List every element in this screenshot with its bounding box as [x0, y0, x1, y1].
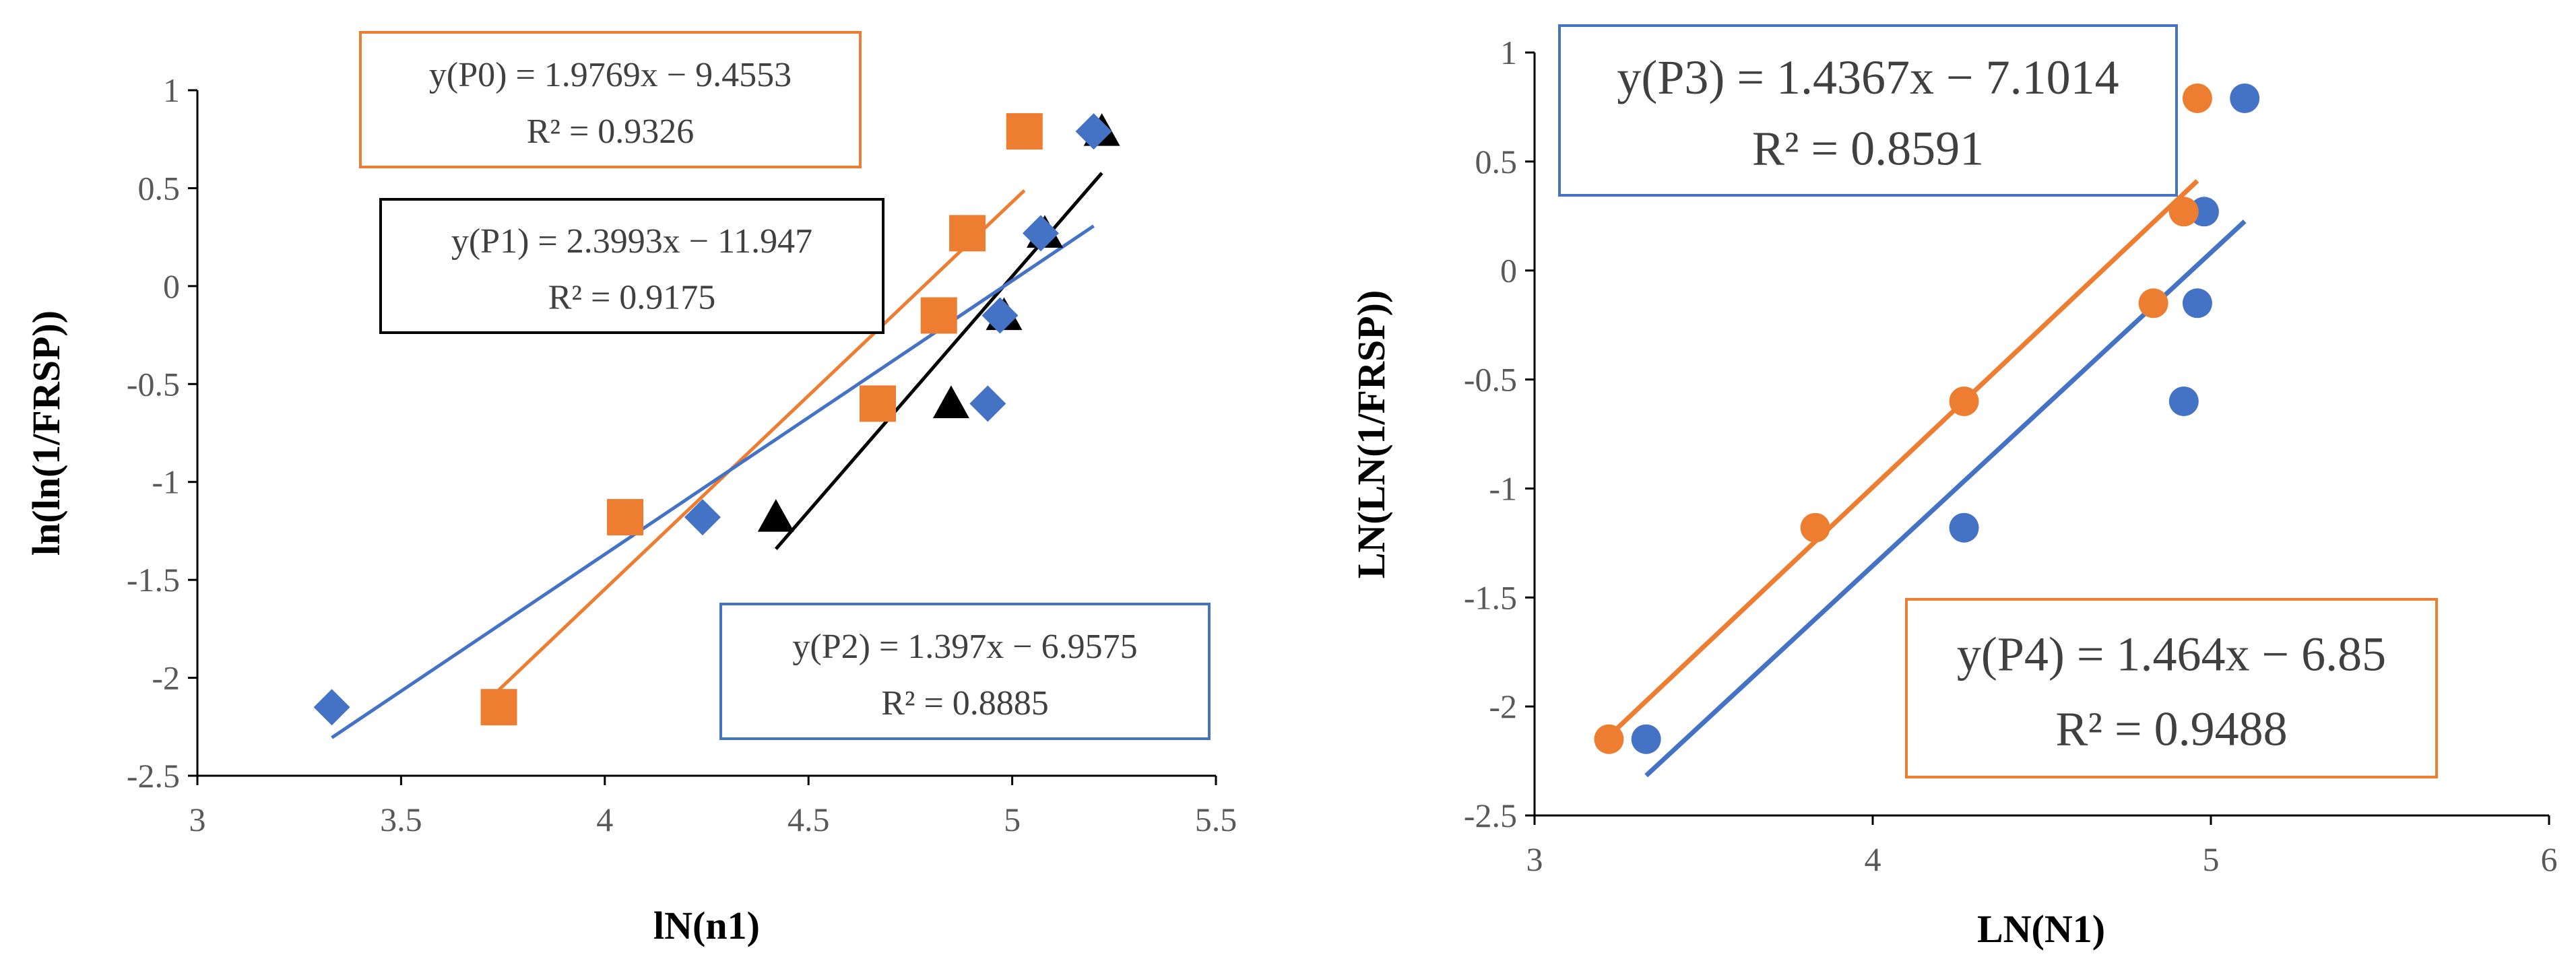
equation-p1: y(P1) = 2.3993x − 11.947	[451, 222, 812, 261]
equation-p4: y(P4) = 1.464x − 6.85	[1957, 628, 2386, 681]
data-point-p3	[2182, 288, 2212, 319]
x-tick-label: 5.5	[1195, 801, 1237, 838]
data-point-p0	[1006, 113, 1043, 150]
data-point-p1	[932, 385, 969, 418]
data-point-p3	[1631, 724, 1661, 754]
data-point-p4	[2182, 83, 2212, 113]
equation-box-p3	[1558, 24, 2178, 197]
y-tick-label: -2	[1489, 688, 1517, 725]
y-tick-label: -1.5	[127, 561, 180, 599]
r-squared-p3: R² = 0.8591	[1752, 122, 1984, 176]
data-point-p2	[1075, 113, 1112, 150]
data-point-p2	[969, 385, 1006, 422]
x-axis-title: LN(N1)	[1977, 907, 2105, 951]
equation-p3: y(P3) = 1.4367x − 7.1014	[1617, 51, 2119, 104]
r-squared-p2: R² = 0.8885	[881, 684, 1049, 723]
r-squared-p0: R² = 0.9326	[527, 112, 695, 151]
y-tick-label: -1.5	[1464, 578, 1517, 616]
data-point-p4	[1594, 724, 1624, 754]
y-tick-label: 0.5	[1475, 143, 1518, 180]
x-tick-label: 3	[1526, 840, 1543, 878]
y-tick-label: 0.5	[138, 169, 181, 207]
trendline-p2	[331, 224, 1095, 739]
y-axis-title: ln(ln(1/FRSP))	[24, 310, 68, 556]
data-point-p4	[1800, 512, 1830, 543]
data-point-p3	[2230, 83, 2260, 113]
data-point-p2	[684, 499, 721, 536]
data-point-p2	[981, 297, 1019, 334]
data-point-p3	[2189, 197, 2219, 227]
data-point-p0	[860, 385, 897, 422]
x-tick-label: 4	[1865, 840, 1881, 878]
x-tick-label: 6	[2541, 840, 2558, 878]
equation-p0: y(P0) = 1.9769x − 9.4553	[429, 56, 792, 94]
data-point-p4	[2168, 197, 2199, 227]
data-point-p3	[2168, 386, 2199, 416]
y-tick-label: -0.5	[1464, 361, 1517, 399]
data-point-p0	[920, 297, 957, 334]
data-point-p0	[480, 689, 517, 726]
data-point-p4	[1949, 386, 1979, 416]
equation-p2: y(P2) = 1.397x − 6.9575	[792, 628, 1137, 666]
data-point-p3	[1949, 512, 1979, 543]
equation-box-p0	[359, 31, 862, 168]
chart-left: 3 3.5 4 4.5 5 5.5 -2.5 -2 -1.5 -1 -0.5 0 0.5 1 lN(n1) l…	[24, 31, 1237, 947]
data-point-p0	[607, 499, 644, 536]
equation-box-p1	[379, 198, 884, 334]
data-point-p4	[2138, 288, 2168, 319]
x-tick-label: 5	[2203, 840, 2220, 878]
y-axis-title: LN(LN(1/FRSP))	[1349, 290, 1393, 579]
x-tick-label: 3.5	[380, 801, 422, 838]
trendline-p4	[1607, 178, 2199, 738]
y-tick-label: 0	[163, 267, 180, 305]
y-tick-label: -1	[152, 463, 180, 501]
y-tick-label: -2	[152, 659, 180, 697]
equation-box-p4	[1905, 598, 2438, 778]
y-tick-label: -1	[1489, 469, 1517, 507]
y-tick-label: -2.5	[1464, 797, 1517, 834]
y-tick-label: -2.5	[127, 757, 180, 795]
data-point-p0	[949, 215, 986, 252]
data-point-p2	[1022, 215, 1059, 252]
x-tick-label: 4	[596, 801, 613, 838]
r-squared-p1: R² = 0.9175	[548, 278, 716, 316]
y-tick-label: -0.5	[127, 365, 180, 403]
y-tick-label: 1	[1500, 34, 1517, 71]
y-tick-label: 1	[163, 71, 180, 109]
y-tick-label: 0	[1500, 252, 1517, 290]
trendline-p0	[497, 189, 1026, 692]
data-point-p2	[313, 689, 350, 726]
x-tick-label: 4.5	[787, 801, 830, 838]
x-tick-label: 5	[1004, 801, 1021, 838]
x-tick-label: 3	[189, 801, 206, 838]
r-squared-p4: R² = 0.9488	[2055, 702, 2287, 756]
x-axis-title: lN(n1)	[653, 904, 760, 947]
chart-right: 3 4 5 6 -2.5 -2 -1.5 -1 -0.5 0 0.5 1 LN(N1) LN(LN(1/F…	[1349, 24, 2558, 951]
data-point-p1	[757, 499, 794, 532]
equation-box-p2	[719, 603, 1211, 740]
